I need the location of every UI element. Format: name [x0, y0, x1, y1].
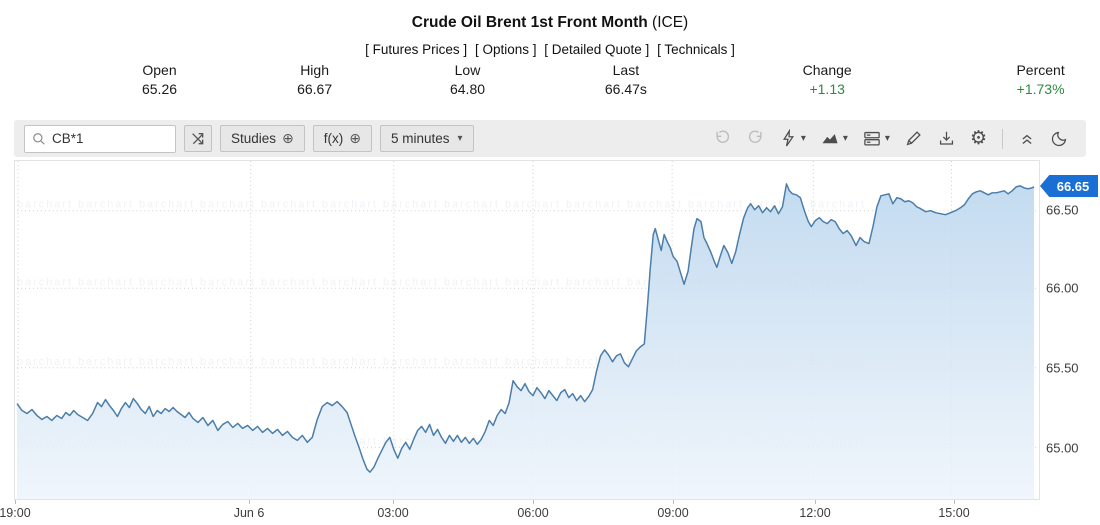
x-axis-label: 09:00	[657, 506, 689, 520]
double-chevron-up-icon	[1022, 134, 1032, 144]
x-axis-tick	[673, 500, 674, 504]
add-circle-icon: ⊕	[282, 130, 294, 146]
stat-open: Open 65.26	[141, 62, 178, 97]
link-futures-prices[interactable]: [ Futures Prices ]	[365, 42, 468, 57]
undo-icon	[716, 130, 729, 143]
x-axis-label: 06:00	[517, 506, 549, 520]
stat-change: Change +1.13	[802, 62, 852, 97]
x-axis-tick	[249, 500, 250, 504]
toolbar-divider	[1002, 128, 1003, 149]
x-axis-tick	[815, 500, 816, 504]
studies-button[interactable]: Studies ⊕	[220, 125, 305, 152]
flash-tools-dropdown[interactable]: ▾	[779, 129, 806, 148]
chevron-down-icon: ▾	[884, 133, 890, 144]
link-options[interactable]: [ Options ]	[474, 42, 537, 57]
link-technicals[interactable]: [ Technicals ]	[657, 42, 735, 57]
price-chart[interactable]: barchart barchart barchart barchart barc…	[14, 160, 1040, 500]
compare-button[interactable]	[184, 125, 212, 152]
stat-high: High 66.67	[297, 62, 333, 97]
chart-type-dropdown[interactable]: ▾	[820, 129, 848, 148]
panel-layout-dropdown[interactable]: ▾	[862, 129, 890, 148]
x-axis-tick	[954, 500, 955, 504]
y-axis-label: 66.00	[1046, 280, 1079, 296]
x-axis-tick	[533, 500, 534, 504]
toolbar-right-icons: ▾ ▾ ▾ ⚙	[706, 128, 1076, 149]
area-chart-icon	[822, 134, 838, 144]
moon-icon	[1051, 131, 1067, 147]
chevron-down-icon: ▾	[457, 133, 463, 144]
settings-button[interactable]: ⚙	[970, 129, 987, 148]
instrument-name: Crude Oil Brent 1st Front Month	[411, 14, 648, 31]
compare-icon	[192, 132, 204, 144]
collapse-toolbar-button[interactable]	[1018, 130, 1036, 148]
chevron-down-icon: ▾	[800, 133, 806, 144]
panel-layout-icon	[864, 131, 880, 146]
stat-percent: Percent +1.73%	[1016, 62, 1065, 97]
x-axis-tick	[15, 500, 16, 504]
pencil-icon	[906, 131, 921, 146]
stat-last: Last 66.47s	[604, 62, 647, 97]
flash-icon	[782, 129, 794, 147]
symbol-input[interactable]	[52, 131, 168, 146]
gear-icon: ⚙	[969, 128, 987, 149]
redo-button[interactable]	[746, 129, 765, 148]
y-axis-label: 65.00	[1046, 440, 1079, 456]
undo-button[interactable]	[713, 129, 732, 148]
dark-mode-button[interactable]	[1050, 129, 1069, 148]
chevron-down-icon: ▾	[842, 133, 848, 144]
symbol-search-box[interactable]	[24, 124, 176, 153]
x-axis-label: 19:00	[0, 506, 31, 520]
x-axis-label: Jun 6	[233, 506, 265, 520]
svg-text:barchart barchart barc: barchart barchart barchart barchart barc…	[17, 199, 866, 211]
download-button[interactable]	[937, 129, 956, 148]
redo-icon	[748, 130, 762, 143]
link-detailed-quote[interactable]: [ Detailed Quote ]	[544, 42, 650, 57]
x-axis-tick	[393, 500, 394, 504]
fx-button[interactable]: f(x) ⊕	[312, 125, 372, 152]
search-icon	[33, 132, 45, 145]
y-axis-label: 65.50	[1046, 360, 1079, 376]
download-icon	[939, 131, 954, 145]
exchange-name: (ICE)	[652, 14, 689, 31]
add-circle-icon: ⊕	[349, 130, 361, 146]
stat-low: Low 64.80	[449, 62, 486, 97]
x-axis-label: 15:00	[938, 506, 970, 520]
interval-dropdown[interactable]: 5 minutes ▾	[380, 125, 474, 152]
quote-stats: Open 65.26 High 66.67 Low 64.80 Last 66.…	[0, 62, 1100, 104]
x-axis-label: 03:00	[377, 506, 409, 520]
x-axis-label: 12:00	[799, 506, 831, 520]
chart-toolbar: Studies ⊕ f(x) ⊕ 5 minutes ▾ ▾ ▾	[14, 120, 1086, 157]
last-price-badge: 66.65	[1040, 174, 1098, 198]
page-title: Crude Oil Brent 1st Front Month (ICE)	[0, 14, 1100, 32]
y-axis-label: 66.50	[1046, 202, 1079, 218]
quote-links: [ Futures Prices ] [ Options ] [ Detaile…	[0, 42, 1100, 57]
draw-button[interactable]	[904, 129, 923, 148]
